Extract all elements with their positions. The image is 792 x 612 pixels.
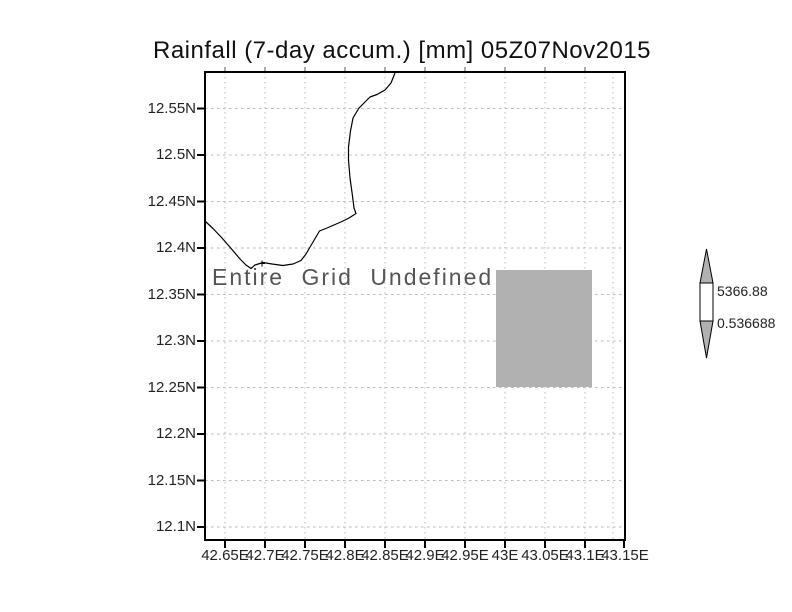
bottom-axis-ticks [224,540,625,548]
y-axis-label: 12.15N [147,471,196,489]
colorbar-min-label: 0.536688 [717,315,776,331]
coast-marker-icon [259,260,265,267]
y-axis-label: 12.2N [155,425,196,442]
y-axis-label: 12.5N [155,146,196,163]
x-axis-label: 42.9E [405,547,445,564]
map-frame [204,71,626,541]
colorbar-lower-arrow [699,320,714,359]
top-minor-ticks [224,67,586,71]
coastline [205,72,396,270]
y-axis-label: 12.35N [147,285,196,303]
x-axis-label: 42.75E [281,547,329,564]
left-axis-ticks [197,107,205,528]
y-axis-label: 12.3N [155,332,196,349]
x-axis-label: 42.95E [441,547,489,564]
colorbar [699,248,714,359]
plot-title: Rainfall (7-day accum.) [mm] 05Z07Nov201… [152,37,652,64]
shaded-cell [496,270,592,387]
y-axis-label: 12.1N [155,518,196,535]
x-axis-label: 42.8E [325,547,365,564]
colorbar-band [699,282,714,322]
colorbar-max-label: 5366.88 [717,283,768,299]
entire-grid-undefined-label: Entire Grid Undefined [212,264,494,290]
vertical-gridlines [224,72,614,540]
colorbar-upper-arrow [699,248,714,284]
y-axis-label: 12.25N [147,378,196,396]
x-axis-label: 43.1E [565,547,605,564]
horizontal-gridlines [205,108,625,528]
x-axis-label: 43.05E [521,547,569,564]
y-axis-label: 12.55N [147,99,196,117]
y-axis-label: 12.45N [147,192,196,210]
x-axis-label: 42.85E [361,547,409,564]
x-axis-label: 43.15E [601,547,649,564]
x-axis-label: 42.7E [245,547,285,564]
y-axis-label: 12.4N [155,239,196,256]
x-axis-label: 42.65E [201,547,249,564]
x-axis-label: 43E [491,547,519,564]
